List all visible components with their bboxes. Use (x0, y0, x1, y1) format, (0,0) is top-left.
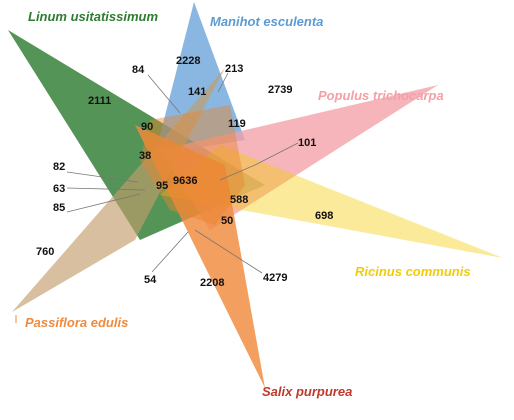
count-213: 213 (225, 63, 243, 75)
count-90: 90 (141, 121, 153, 133)
count-63: 63 (53, 183, 65, 195)
count-54: 54 (144, 274, 157, 286)
set-label-passiflora: Passiflora edulis (25, 315, 128, 330)
leader-63 (66, 187, 146, 191)
set-shape-manihot (155, 2, 245, 155)
count-all-shared: 9636 (173, 175, 197, 187)
set-label-ricinus: Ricinus communis (355, 264, 471, 279)
set-overlap-core (140, 105, 245, 225)
leader-85 (66, 193, 141, 213)
count-85: 85 (53, 202, 65, 214)
count-588: 588 (230, 194, 248, 206)
count-50: 50 (221, 215, 233, 227)
count-38: 38 (139, 150, 151, 162)
count-4279: 4279 (263, 272, 287, 284)
leader-82 (66, 171, 139, 183)
set-label-salix: Salix purpurea (262, 384, 352, 399)
count-linum-only: 2111 (88, 95, 111, 107)
count-82: 82 (53, 161, 65, 173)
count-salix-only: 2208 (200, 277, 224, 289)
leader-213 (217, 72, 229, 93)
leader-101 (219, 142, 299, 181)
set-shape-passiflora (12, 68, 225, 312)
count-119: 119 (228, 118, 246, 130)
leader-4279 (194, 229, 263, 274)
set-shape-ricinus (160, 145, 503, 258)
leader-84 (147, 74, 181, 114)
count-101: 101 (298, 137, 316, 149)
leader-54 (151, 231, 189, 273)
count-ricinus-only: 698 (315, 210, 333, 222)
set-label-manihot: Manihot esculenta (210, 14, 323, 29)
count-95: 95 (156, 180, 168, 192)
set-label-linum: Linum usitatissimum (28, 9, 158, 24)
count-manihot-only: 2228 (176, 55, 200, 67)
count-passiflora-only: 760 (36, 246, 54, 258)
count-141: 141 (188, 86, 206, 98)
set-shape-salix (135, 125, 265, 388)
count-populus-only: 2739 (268, 84, 292, 96)
count-84: 84 (132, 64, 145, 76)
set-label-populus: Populus trichocarpa (318, 88, 444, 103)
